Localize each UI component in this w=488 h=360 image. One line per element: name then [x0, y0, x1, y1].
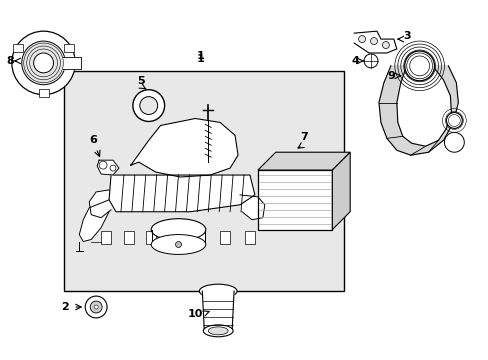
Bar — [195, 231, 205, 244]
Bar — [123, 231, 134, 244]
Text: 4: 4 — [350, 56, 358, 66]
Circle shape — [94, 305, 98, 309]
Circle shape — [364, 54, 377, 68]
Bar — [39, 89, 48, 96]
Circle shape — [133, 90, 164, 121]
Bar — [145, 231, 155, 244]
Polygon shape — [332, 152, 349, 230]
Circle shape — [404, 51, 434, 81]
Text: 3: 3 — [403, 31, 410, 41]
Ellipse shape — [203, 325, 233, 337]
Circle shape — [358, 36, 365, 42]
Circle shape — [21, 41, 65, 85]
Polygon shape — [353, 31, 396, 53]
Polygon shape — [202, 291, 234, 331]
Text: 7: 7 — [300, 132, 308, 142]
Polygon shape — [97, 160, 119, 175]
Text: 10: 10 — [187, 309, 203, 319]
Circle shape — [12, 31, 75, 95]
Polygon shape — [89, 190, 111, 218]
Text: 9: 9 — [386, 71, 394, 81]
Bar — [64, 71, 344, 291]
Ellipse shape — [199, 284, 237, 298]
Circle shape — [444, 132, 463, 152]
Circle shape — [34, 53, 53, 73]
Polygon shape — [63, 57, 81, 69]
Text: 6: 6 — [89, 135, 97, 145]
Ellipse shape — [208, 327, 228, 335]
Text: 5: 5 — [137, 76, 144, 86]
Polygon shape — [257, 152, 349, 170]
Polygon shape — [79, 200, 109, 242]
Polygon shape — [131, 118, 238, 177]
Text: 1: 1 — [196, 54, 204, 64]
Bar — [244, 231, 254, 244]
Circle shape — [175, 242, 181, 247]
Text: 8: 8 — [7, 56, 15, 66]
Circle shape — [99, 161, 107, 169]
Circle shape — [85, 296, 107, 318]
Circle shape — [110, 165, 116, 171]
Bar — [220, 231, 230, 244]
Circle shape — [90, 301, 102, 313]
Bar — [170, 231, 180, 244]
Bar — [64, 44, 74, 52]
Circle shape — [370, 37, 377, 45]
Circle shape — [140, 96, 157, 114]
Polygon shape — [378, 66, 457, 155]
Circle shape — [382, 41, 388, 49]
Bar — [101, 231, 111, 244]
Text: 2: 2 — [61, 302, 69, 312]
Polygon shape — [240, 195, 264, 220]
Polygon shape — [109, 175, 254, 212]
Circle shape — [446, 113, 461, 129]
Ellipse shape — [151, 219, 205, 240]
Text: 1: 1 — [196, 51, 204, 61]
Ellipse shape — [151, 235, 205, 255]
Bar — [257, 170, 332, 230]
Bar — [13, 44, 23, 52]
